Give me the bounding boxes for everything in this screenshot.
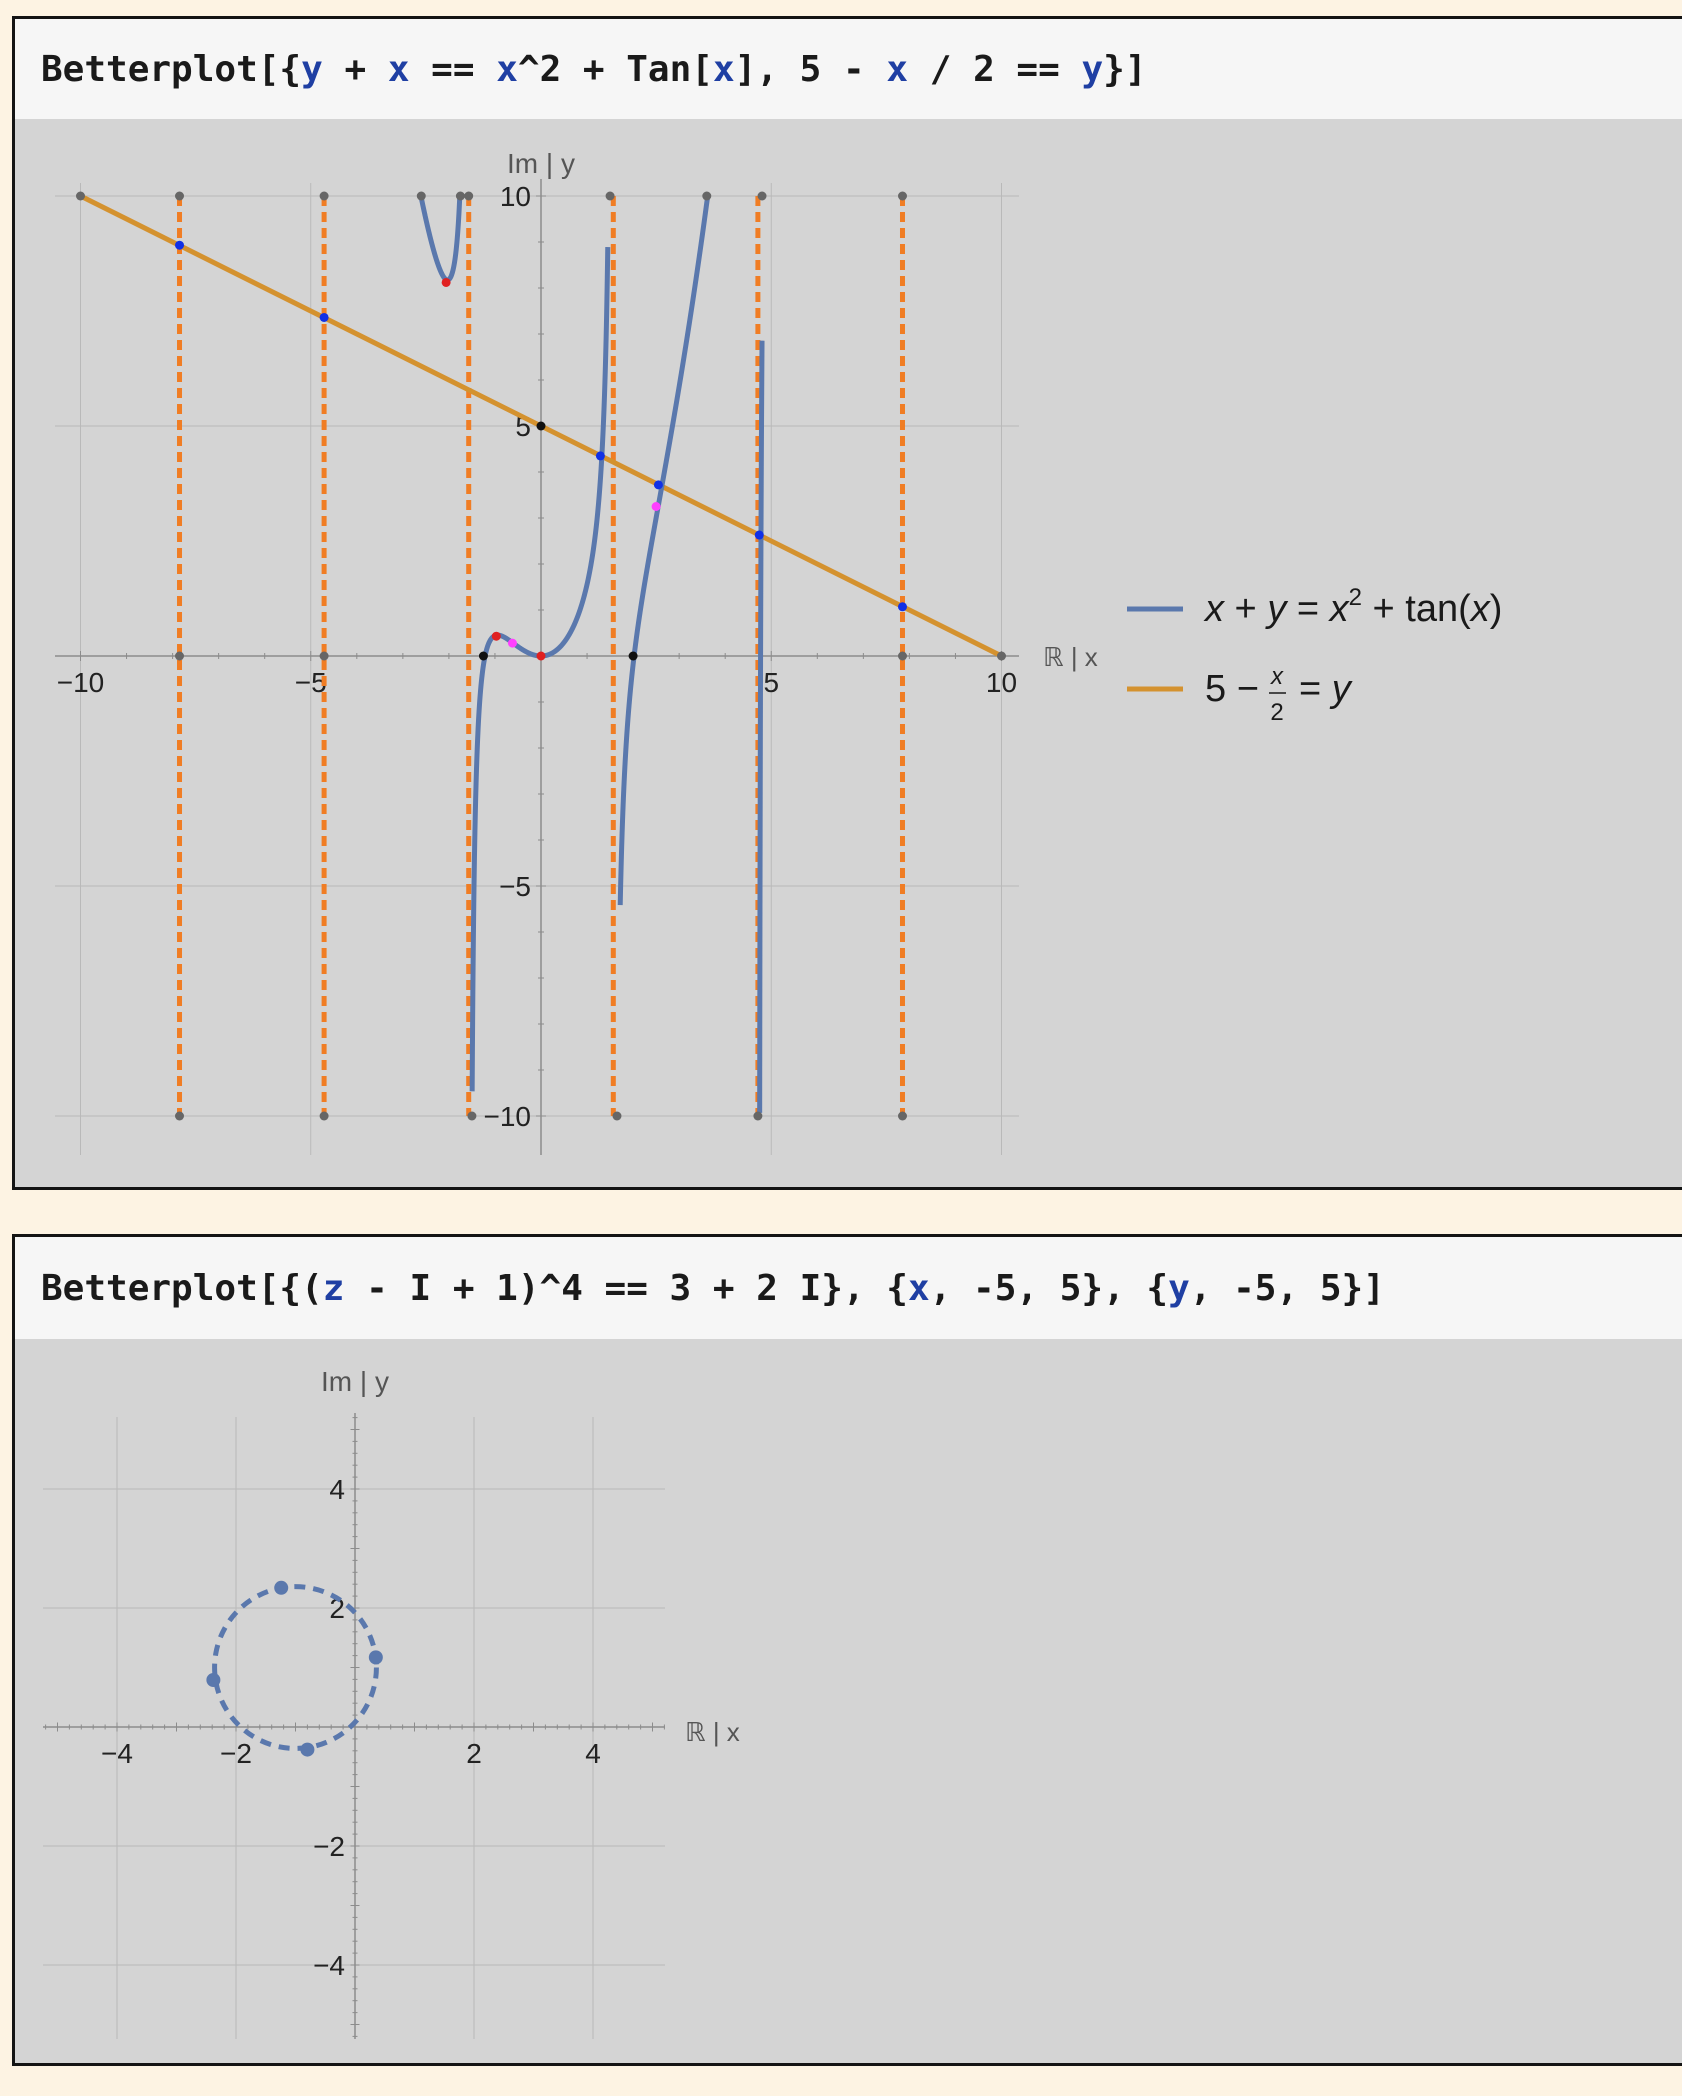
solution-point: [300, 1742, 315, 1757]
data-point-gray: [319, 191, 329, 201]
series-curve-blue: [418, 193, 463, 283]
code-variable: y: [1168, 1267, 1190, 1309]
y-tick-label: 10: [500, 181, 531, 212]
data-point-gray: [897, 191, 907, 201]
series-curve-blue: [757, 338, 765, 1113]
data-point-gray: [464, 191, 474, 201]
code-token: / 2 ==: [908, 48, 1082, 90]
x-tick-label: 5: [763, 667, 779, 698]
legend-fraction-denominator: 2: [1270, 699, 1283, 726]
code-token: , -5, 5}, {: [929, 1267, 1169, 1309]
code-variable: y: [1081, 48, 1104, 90]
code-variable: x: [496, 48, 518, 90]
data-point-black: [628, 651, 638, 661]
y-tick-label: −10: [484, 1101, 532, 1132]
data-point-gray: [753, 1111, 763, 1121]
x-tick-label: −2: [220, 1738, 252, 1769]
notebook-cell-2: Betterplot[{(z - I + 1)^4 == 3 + 2 I}, {…: [12, 1234, 1682, 2066]
x-axis-label: ℝ | x: [685, 1717, 740, 1747]
data-point-black: [478, 651, 488, 661]
code-variable: y: [301, 48, 323, 90]
y-axis-label: Im | y: [507, 148, 575, 179]
y-tick-label: 4: [329, 1474, 345, 1505]
x-tick-label: 4: [585, 1738, 601, 1769]
code-variable: x: [907, 1267, 930, 1309]
code-token: ], 5 -: [734, 48, 887, 90]
data-point-gray: [467, 1111, 477, 1121]
x-tick-label: −4: [101, 1738, 133, 1769]
data-point-blue: [897, 602, 907, 612]
data-point-red: [491, 631, 501, 641]
legend-label-orange-prefix: 5 −: [1205, 668, 1259, 710]
notebook-cell-1: Betterplot[{y + x == x ^2 + Tan[x], 5 - x…: [12, 16, 1682, 1190]
data-point-blue: [595, 451, 605, 461]
solution-point: [368, 1650, 383, 1665]
y-tick-label: −4: [313, 1950, 345, 1981]
data-point-black: [536, 421, 546, 431]
data-point-gray: [612, 1111, 622, 1121]
code-token: +: [322, 48, 388, 90]
data-point-gray: [416, 191, 426, 201]
data-point-gray: [175, 191, 185, 201]
data-point-gray: [319, 1111, 329, 1121]
data-point-blue: [653, 480, 663, 490]
code-token: ==: [409, 48, 497, 90]
code-token: Betterplot[{(: [41, 1267, 323, 1309]
y-tick-label: 2: [329, 1593, 345, 1624]
x-tick-label: 10: [986, 667, 1017, 698]
data-point-magenta: [651, 502, 661, 511]
data-point-gray: [175, 1111, 185, 1121]
x-tick-label: −10: [57, 667, 105, 698]
y-axis-label: Im | y: [321, 1366, 389, 1397]
data-point-gray: [605, 191, 615, 201]
data-point-gray: [897, 1111, 907, 1121]
data-point-blue: [319, 312, 329, 322]
code-token: }]: [1103, 48, 1147, 90]
input-code-2[interactable]: Betterplot[{(z - I + 1)^4 == 3 + 2 I}, {…: [15, 1237, 1682, 1339]
output-plot-2: −4 −2 2 4 −4 −2 2 4 Im | y ℝ | x: [15, 1339, 1682, 2063]
x-axis-label: ℝ | x: [1043, 642, 1098, 672]
solution-point: [206, 1672, 221, 1687]
solution-circle-dashed: [212, 1584, 379, 1751]
code-variable: z: [322, 1267, 345, 1309]
plot-2-svg: −4 −2 2 4 −4 −2 2 4 Im | y ℝ | x: [43, 1366, 740, 2039]
data-point-red: [536, 651, 546, 661]
data-point-magenta: [507, 638, 517, 648]
input-code-1[interactable]: Betterplot[{y + x == x ^2 + Tan[x], 5 - x…: [15, 19, 1682, 119]
code-variable: x: [886, 48, 909, 90]
data-point-gray: [175, 651, 185, 661]
code-token: ^2 + Tan[: [517, 48, 713, 90]
legend-label-orange-suffix: = y: [1299, 668, 1353, 710]
data-point-gray: [897, 651, 907, 661]
data-point-gray: [319, 651, 329, 661]
y-tick-label: −5: [499, 871, 531, 902]
code-variable: x: [712, 48, 735, 90]
data-point-gray: [455, 191, 465, 201]
data-point-gray: [997, 651, 1006, 661]
code-token: , -5, 5}]: [1189, 1267, 1385, 1309]
data-point-gray: [76, 191, 85, 201]
data-point-gray: [702, 191, 712, 201]
solution-point: [274, 1580, 289, 1595]
code-token: Betterplot[{: [41, 48, 302, 90]
data-point-gray: [757, 191, 767, 201]
legend-fraction-numerator: x: [1270, 663, 1284, 690]
series-curve-blue: [469, 246, 611, 1092]
data-point-blue: [175, 240, 185, 250]
series-curve-blue: [617, 194, 711, 906]
data-point-red: [441, 277, 451, 287]
x-tick-label: 2: [466, 1738, 482, 1769]
legend-label-blue: x + y = x2 + tan(x): [1203, 584, 1502, 630]
data-point-blue: [754, 530, 764, 540]
y-tick-label: −2: [313, 1831, 345, 1862]
x-tick-label: −5: [295, 667, 327, 698]
code-variable: x: [387, 48, 410, 90]
code-token: - I + 1)^4 == 3 + 2 I}, {: [344, 1267, 908, 1309]
